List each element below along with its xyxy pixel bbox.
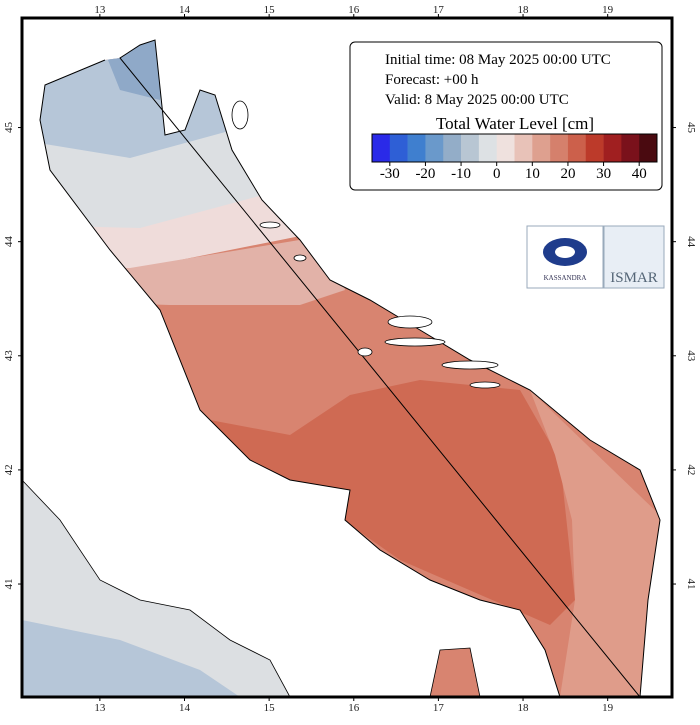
colorbar-cell: [425, 134, 444, 162]
lat-label: 41: [685, 579, 697, 590]
forecast: Forecast: +00 h: [385, 72, 479, 88]
colorbar-frame: [371, 133, 658, 163]
colorbar-cell: [567, 134, 587, 162]
colorbar-cell: [585, 134, 604, 162]
kassandra-icon-inner: [555, 246, 575, 258]
colorbar-cell: [461, 134, 480, 162]
map-frame: [20, 16, 674, 699]
colorbar-cell: [478, 134, 497, 162]
lon-label: 13: [94, 702, 106, 714]
lon-label: 19: [602, 4, 614, 16]
colorbar-cell: [639, 134, 658, 162]
lon-label: 16: [348, 4, 360, 16]
lat-label: 45: [3, 122, 15, 134]
lat-label: 44: [685, 236, 697, 248]
lat-label: 42: [685, 464, 697, 475]
lat-label: 43: [3, 350, 15, 362]
colorbar-cell: [550, 134, 569, 162]
colorbar-label: 20: [560, 166, 575, 182]
lat-label: 44: [3, 236, 15, 248]
colorbar-cell: [496, 134, 515, 162]
ismar-text: ISMAR: [610, 270, 658, 286]
colorbar-label: -20: [415, 166, 435, 182]
colorbar-label: -30: [380, 166, 400, 182]
lon-label: 14: [179, 702, 191, 714]
lon-label: 15: [264, 4, 276, 16]
lon-label: 16: [348, 702, 360, 714]
colorbar-label: -10: [451, 166, 471, 182]
islands: [231, 100, 501, 389]
colorbar-cell: [407, 134, 426, 162]
colorbar-cell: [603, 134, 622, 162]
initial-time: Initial time: 08 May 2025 00:00 UTC: [385, 52, 611, 68]
lon-label: 15: [264, 702, 276, 714]
lon-label: 17: [433, 702, 445, 714]
colorbar-title: Total Water Level [cm]: [436, 114, 594, 133]
colorbar-cell: [532, 134, 551, 162]
colorbar-cell: [514, 134, 533, 162]
colorbar-cell: [621, 134, 640, 162]
lon-label: 13: [94, 4, 106, 16]
lat-label: 43: [685, 350, 697, 362]
colorbar-cell: [372, 134, 391, 162]
valid-time: Valid: 8 May 2025 00:00 UTC: [385, 92, 569, 108]
ismar-logo: [603, 225, 665, 289]
colorbar-label: 40: [632, 166, 647, 182]
kassandra-text: KASSANDRA: [544, 274, 587, 282]
colorbar-label: 10: [525, 166, 540, 182]
tyrrhenian-blue: [22, 620, 240, 697]
lat-label: 41: [3, 579, 15, 590]
colorbar-label: 30: [596, 166, 611, 182]
colorbar-label: 0: [493, 166, 501, 182]
lat-label: 42: [3, 464, 15, 475]
lon-label: 14: [179, 4, 191, 16]
colorbar-cell: [443, 134, 462, 162]
lon-label: 17: [433, 4, 445, 16]
lon-label: 18: [518, 4, 530, 16]
lon-label: 18: [518, 702, 530, 714]
lon-label: 19: [602, 702, 614, 714]
lat-label: 45: [685, 122, 697, 134]
colorbar-cell: [389, 134, 408, 162]
coastline: [39, 39, 661, 699]
